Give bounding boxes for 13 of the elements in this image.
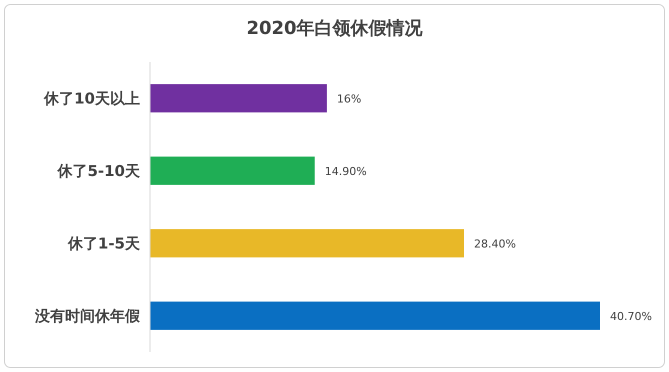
bar <box>150 156 315 185</box>
y-tick-label: 休了10天以上 <box>43 89 140 108</box>
bar <box>150 302 600 330</box>
data-label: 16% <box>336 92 362 106</box>
data-label: 28.40% <box>474 237 516 250</box>
chart-title: 2020年白领休假情况 <box>246 18 424 39</box>
y-tick-label: 没有时间休年假 <box>34 306 141 325</box>
data-label: 14.90% <box>324 164 367 178</box>
y-tick-label: 休了1-5天 <box>66 234 141 252</box>
bar <box>150 229 464 258</box>
data-label: 40.70% <box>610 310 652 323</box>
bar <box>150 84 327 112</box>
y-tick-label: 休了5-10天 <box>56 162 141 180</box>
